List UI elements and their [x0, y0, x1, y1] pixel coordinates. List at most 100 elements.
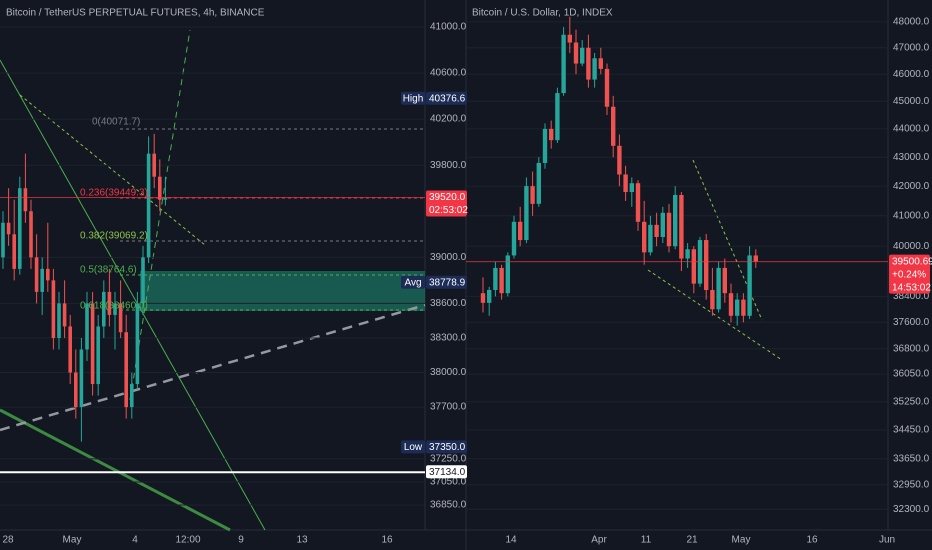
candle-body [499, 267, 504, 294]
candle-body [6, 222, 11, 235]
candle-body [505, 255, 510, 294]
candle-body [493, 267, 498, 291]
candle-body [586, 47, 591, 80]
candle-body [18, 188, 22, 269]
y-tick-label: 45000.0 [893, 96, 930, 107]
candle-body [555, 93, 560, 141]
y-tick-label: 34450.0 [893, 425, 930, 436]
candle-body [511, 221, 517, 256]
candle-body [163, 197, 168, 200]
candle-body [549, 128, 554, 141]
candle-body [685, 249, 690, 259]
candle-body [107, 291, 112, 315]
chart-title: Bitcoin / U.S. Dollar, 1D, INDEX [472, 8, 613, 19]
y-tick-label: 40600.0 [430, 68, 467, 79]
candle-body [598, 58, 603, 69]
x-tick-label: 21 [686, 535, 698, 546]
candle-body [710, 290, 715, 310]
y-tick-label: 35250.0 [893, 396, 930, 407]
candle-body [29, 211, 33, 258]
candle-body [46, 268, 50, 281]
price-badge-label: 39500.69 [892, 256, 932, 267]
price-badge-timer: 14:53:02 [892, 282, 931, 293]
trendline [0, 59, 266, 531]
candle-body [728, 293, 734, 316]
x-tick-label: 16 [381, 535, 393, 546]
y-tick-label: 38600.0 [430, 298, 467, 309]
price-badge [426, 190, 467, 217]
candle-body [68, 326, 72, 373]
y-tick-label: 39800.0 [430, 160, 467, 171]
x-tick-label: 13 [296, 535, 308, 546]
candle-body [648, 224, 653, 253]
candle-body [580, 47, 585, 64]
candle-body [567, 34, 572, 43]
candle-body [536, 162, 541, 204]
candle-body [158, 176, 162, 200]
x-tick-label: 9 [238, 535, 244, 546]
candle-body [561, 34, 566, 94]
price-badge-label: 40376.6 [429, 93, 466, 104]
y-tick-label: 32300.0 [893, 504, 930, 515]
y-tick-label: 38300.0 [430, 333, 467, 344]
price-badge-change: +0.24% [892, 269, 926, 280]
candle-body [660, 212, 665, 237]
y-tick-label: 32950.0 [893, 479, 930, 490]
position-zone [140, 271, 425, 311]
fib-label: 0.382(39069.2) [80, 231, 148, 242]
candle-body [679, 194, 684, 259]
candle-body [51, 280, 56, 338]
candle-body [23, 188, 28, 212]
candle-body [96, 326, 100, 385]
x-tick-label: 4 [132, 535, 138, 546]
y-tick-label: 36800.0 [893, 343, 930, 354]
y-tick-label: 41000.0 [893, 210, 930, 221]
x-tick-label: 14 [505, 535, 517, 546]
candle-body [40, 268, 44, 292]
candle-body [753, 255, 758, 262]
x-tick-label: May [63, 535, 82, 546]
candle-body [542, 128, 548, 163]
chart-title: Bitcoin / TetherUS PERPETUAL FUTURES, 4h… [6, 8, 265, 19]
candle-body [611, 106, 616, 146]
candle-body [79, 349, 84, 408]
candle-body [673, 194, 678, 247]
candle-body [654, 224, 659, 237]
badge-tag-label: Avg [404, 277, 421, 288]
price-badge [889, 254, 930, 294]
price-badge-timer: 02:53:02 [429, 205, 468, 216]
badge-tag [401, 91, 425, 105]
y-tick-label: 40000.0 [893, 241, 930, 252]
y-tick-label: 43000.0 [893, 152, 930, 163]
y-tick-label: 33650.0 [893, 454, 930, 465]
candle-body [12, 234, 16, 269]
y-tick-label: 38400.0 [893, 291, 930, 302]
candle-body [85, 303, 89, 350]
candle-body [741, 299, 746, 316]
candle-body [666, 212, 672, 247]
candle-body [747, 255, 752, 316]
y-tick-label: 44000.0 [893, 124, 930, 135]
y-tick-label: 46000.0 [893, 69, 930, 80]
badge-tag [401, 275, 425, 289]
candle-body [691, 249, 696, 284]
y-tick-label: 37700.0 [430, 402, 467, 413]
trendline-dashed [647, 269, 783, 361]
candle-body [57, 303, 61, 338]
candle-body [141, 257, 145, 304]
candle-body [1, 222, 5, 258]
x-tick-label: May [732, 535, 751, 546]
candle-body [704, 240, 709, 291]
candle-body [130, 384, 134, 408]
y-tick-label: 38000.0 [430, 367, 467, 378]
candle-body [735, 299, 740, 316]
candle-body [524, 186, 529, 241]
y-tick-label: 41000.0 [430, 22, 467, 33]
candle-body [152, 153, 156, 177]
y-tick-label: 37600.0 [893, 317, 930, 328]
x-tick-label: 28 [2, 535, 14, 546]
y-tick-label: 47000.0 [893, 42, 930, 53]
candle-body [642, 221, 647, 253]
